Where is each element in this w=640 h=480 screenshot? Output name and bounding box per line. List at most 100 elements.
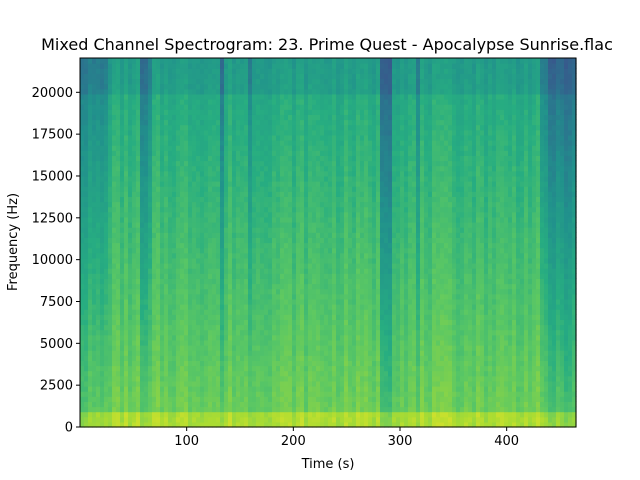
spectrogram-cell	[264, 129, 269, 136]
spectrogram-cell	[340, 355, 345, 361]
spectrogram-cell	[160, 68, 165, 74]
spectrogram-cell	[280, 88, 285, 95]
spectrogram-cell	[108, 216, 113, 223]
spectrogram-cell	[284, 365, 289, 372]
spectrogram-cell	[128, 63, 133, 69]
spectrogram-cell	[296, 298, 301, 305]
spectrogram-cell	[140, 380, 145, 387]
spectrogram-cell	[256, 227, 261, 233]
spectrogram-cell	[220, 155, 225, 162]
spectrogram-cell	[256, 319, 261, 326]
spectrogram-cell	[180, 175, 185, 182]
spectrogram-cell	[228, 237, 233, 244]
spectrogram-cell	[252, 222, 257, 228]
spectrogram-cell	[140, 319, 145, 326]
spectrogram-cell	[204, 360, 209, 367]
spectrogram-cell	[200, 201, 205, 208]
spectrogram-cell	[184, 298, 189, 305]
spectrogram-cell	[312, 124, 317, 131]
spectrogram-cell	[328, 140, 333, 146]
spectrogram-cell	[240, 216, 245, 223]
spectrogram-cell	[308, 186, 313, 192]
spectrogram-cell	[224, 181, 229, 187]
spectrogram-cell	[192, 406, 197, 413]
spectrogram-cell	[204, 293, 209, 300]
spectrogram-cell	[96, 237, 101, 244]
spectrogram-cell	[224, 380, 229, 387]
spectrogram-cell	[308, 196, 313, 203]
spectrogram-cell	[164, 170, 169, 177]
spectrogram-cell	[108, 165, 113, 172]
spectrogram-cell	[176, 124, 181, 131]
spectrogram-cell	[100, 257, 105, 264]
spectrogram-cell	[120, 263, 125, 269]
spectrogram-cell	[152, 396, 157, 402]
spectrogram-cell	[300, 257, 305, 264]
spectrogram-cell	[148, 78, 153, 85]
spectrogram-cell	[172, 421, 177, 428]
spectrogram-cell	[356, 355, 361, 361]
spectrogram-cell	[288, 211, 293, 218]
spectrogram-cell	[324, 309, 329, 315]
spectrogram-cell	[216, 58, 221, 64]
spectrogram-cell	[132, 416, 137, 423]
spectrogram-cell	[164, 242, 169, 249]
spectrogram-cell	[80, 298, 85, 305]
spectrogram-cell	[300, 298, 305, 305]
spectrogram-cell	[172, 309, 177, 315]
spectrogram-cell	[204, 134, 209, 141]
spectrogram-cell	[152, 309, 157, 315]
spectrogram-cell	[300, 380, 305, 387]
spectrogram-cell	[104, 416, 109, 423]
spectrogram-cell	[88, 175, 93, 182]
spectrogram-cell	[316, 339, 321, 346]
spectrogram-cell	[256, 68, 261, 74]
spectrogram-cell	[264, 283, 269, 290]
spectrogram-cell	[304, 247, 309, 254]
spectrogram-cell	[84, 78, 89, 85]
spectrogram-cell	[252, 201, 257, 208]
spectrogram-cell	[316, 181, 321, 187]
spectrogram-cell	[352, 78, 357, 85]
spectrogram-cell	[136, 247, 141, 254]
spectrogram-cell	[212, 406, 217, 413]
spectrogram-cell	[252, 140, 257, 146]
spectrogram-cell	[120, 247, 125, 254]
spectrogram-cell	[352, 329, 357, 336]
spectrogram-cell	[300, 93, 305, 100]
spectrogram-cell	[288, 129, 293, 136]
spectrogram-cell	[352, 124, 357, 131]
spectrogram-cell	[144, 170, 149, 177]
spectrogram-cell	[116, 175, 121, 182]
spectrogram-cell	[120, 421, 125, 428]
spectrogram-cell	[112, 68, 117, 74]
spectrogram-cell	[244, 288, 249, 295]
spectrogram-cell	[320, 114, 325, 121]
spectrogram-cell	[272, 401, 277, 408]
spectrogram-cell	[232, 304, 237, 310]
spectrogram-cell	[204, 380, 209, 387]
spectrogram-cell	[80, 211, 85, 218]
spectrogram-cell	[112, 124, 117, 131]
spectrogram-cell	[144, 181, 149, 187]
spectrogram-cell	[220, 129, 225, 136]
spectrogram-cell	[288, 181, 293, 187]
spectrogram-cell	[180, 288, 185, 295]
spectrogram-cell	[100, 119, 105, 126]
spectrogram-cell	[220, 283, 225, 290]
spectrogram-cell	[236, 339, 241, 346]
spectrogram-cell	[84, 298, 89, 305]
spectrogram-cell	[296, 78, 301, 85]
spectrogram-cell	[200, 252, 205, 259]
spectrogram-cell	[284, 288, 289, 295]
spectrogram-cell	[88, 293, 93, 300]
spectrogram-cell	[192, 283, 197, 290]
spectrogram-cell	[136, 309, 141, 315]
spectrogram-cell	[316, 406, 321, 413]
spectrogram-cell	[188, 165, 193, 172]
spectrogram-cell	[320, 288, 325, 295]
spectrogram-cell	[252, 273, 257, 279]
spectrogram-cell	[132, 58, 137, 64]
spectrogram-cell	[156, 134, 161, 141]
spectrogram-cell	[256, 201, 261, 208]
